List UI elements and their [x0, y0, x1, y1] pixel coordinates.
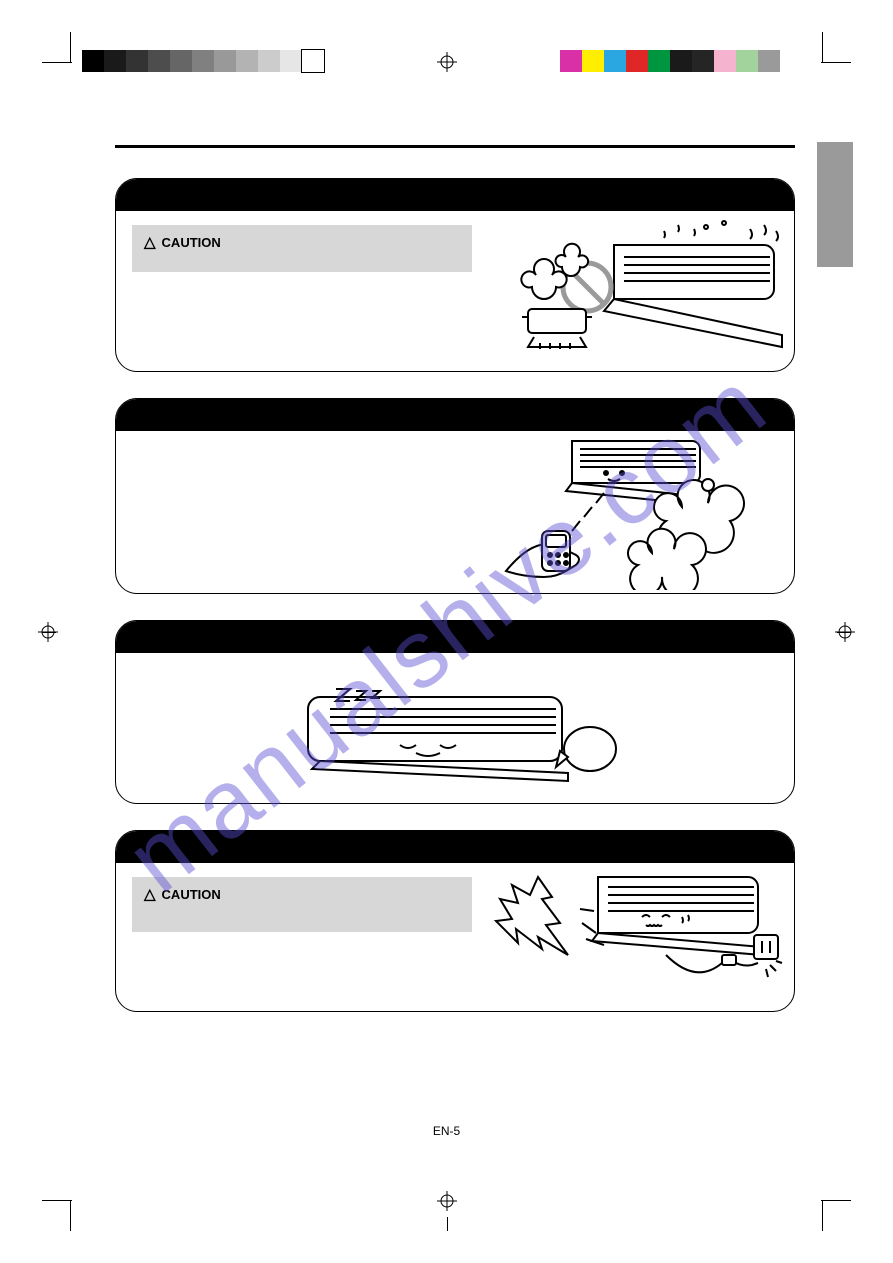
info-card: △ CAUTION — [115, 178, 795, 372]
swatch — [214, 50, 236, 72]
swatch — [302, 50, 324, 72]
swatch — [170, 50, 192, 72]
card-header — [116, 399, 794, 431]
card-header — [116, 831, 794, 863]
registration-mark-icon — [835, 622, 855, 642]
crop-mark — [447, 1217, 448, 1231]
crop-mark — [821, 62, 851, 63]
ac-shock-illustration — [486, 869, 786, 999]
swatch — [736, 50, 758, 72]
swatch — [126, 50, 148, 72]
swatch — [258, 50, 280, 72]
info-card — [115, 620, 795, 804]
caution-label: CAUTION — [162, 887, 221, 902]
swatch — [626, 50, 648, 72]
crop-mark — [822, 1201, 823, 1231]
crop-mark — [42, 62, 72, 63]
registration-mark-icon — [437, 52, 457, 72]
ac-splash-illustration — [494, 217, 784, 367]
swatch — [82, 50, 104, 72]
swatch — [148, 50, 170, 72]
swatch — [714, 50, 736, 72]
ac-remote-illustration — [486, 435, 786, 590]
swatch — [648, 50, 670, 72]
swatch — [692, 50, 714, 72]
page-number: EN-5 — [433, 1124, 460, 1138]
crop-mark — [42, 1200, 72, 1201]
swatch — [236, 50, 258, 72]
swatch — [582, 50, 604, 72]
warning-triangle-icon: △ — [144, 235, 156, 250]
ac-sleep-illustration — [290, 687, 620, 787]
page-content: △ CAUTION — [115, 138, 795, 1038]
card-header — [116, 621, 794, 653]
swatch — [758, 50, 780, 72]
swatch — [192, 50, 214, 72]
crop-mark — [70, 1201, 71, 1231]
caution-label: CAUTION — [162, 235, 221, 250]
grayscale-wedge — [82, 50, 324, 72]
caution-box: △ CAUTION — [132, 877, 472, 932]
swatch — [280, 50, 302, 72]
page-side-tab — [817, 142, 853, 267]
info-card — [115, 398, 795, 594]
crop-mark — [822, 32, 823, 62]
caution-title: △ CAUTION — [144, 235, 460, 250]
swatch — [560, 50, 582, 72]
info-card: △ CAUTION — [115, 830, 795, 1012]
caution-title: △ CAUTION — [144, 887, 460, 902]
caution-box: △ CAUTION — [132, 225, 472, 272]
card-header — [116, 179, 794, 211]
swatch — [670, 50, 692, 72]
color-wedge — [560, 50, 780, 72]
registration-mark-icon — [437, 1191, 457, 1211]
warning-triangle-icon: △ — [144, 887, 156, 902]
crop-mark — [70, 32, 71, 62]
swatch — [104, 50, 126, 72]
swatch — [604, 50, 626, 72]
registration-mark-icon — [38, 622, 58, 642]
crop-mark — [821, 1200, 851, 1201]
